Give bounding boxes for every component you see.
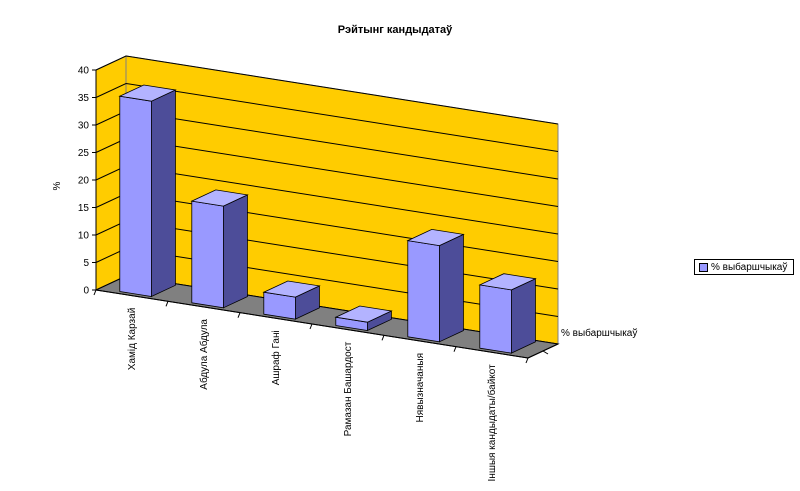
y-tick-label-0: 0 (83, 286, 89, 297)
bar-top-0 (118, 84, 177, 102)
depth-axis-label: % выбаршчыкаў (561, 327, 637, 339)
y-tick-label-6: 30 (78, 121, 90, 132)
bar-side-1 (222, 194, 248, 309)
chart-title: Рэйтынг кандыдатаў (338, 24, 453, 36)
y-tick-label-5: 25 (78, 148, 90, 159)
x-tick-label-3: Рамазан Башардост (343, 341, 354, 436)
bar-3 (334, 305, 393, 332)
x-tick-2 (237, 312, 241, 318)
gridline-7 (95, 82, 559, 152)
bar-front-1 (191, 200, 224, 309)
gridline-8 (95, 55, 559, 125)
x-tick-label-5: Іншыя кандыдаты/байкот (486, 364, 498, 482)
y-tick-label-2: 10 (78, 231, 90, 242)
x-tick-label-2: Ашраф Гані (270, 330, 282, 385)
x-tick-label-1: Абдула Абдула (198, 319, 210, 390)
y-axis-label: % (52, 181, 63, 190)
bar-4 (406, 228, 465, 343)
bar-0 (118, 84, 177, 298)
bar-top-4 (406, 228, 465, 247)
y-tick-label-1: 5 (83, 258, 89, 269)
bar-front-4 (407, 240, 440, 343)
legend-swatch (699, 262, 708, 272)
bar-top-5 (478, 273, 537, 291)
y-tick-label-3: 15 (78, 203, 90, 214)
x-tick-0 (93, 289, 97, 296)
bar-side-0 (150, 89, 176, 298)
x-tick-label-4: Нявызначаныя (415, 353, 426, 422)
bar-side-5 (510, 278, 536, 354)
x-tick-label-0: Хамід Карзай (127, 308, 138, 371)
bar-1 (190, 189, 249, 309)
bar-top-1 (190, 189, 249, 207)
legend-label: % выбаршчыкаў (711, 261, 788, 273)
bar-5 (478, 273, 537, 354)
legend: % выбаршчыкаў (694, 259, 794, 275)
bar-top-3 (334, 305, 393, 323)
x-tick-1 (165, 301, 169, 307)
x-tick-3 (309, 323, 313, 330)
y-axis: 0 5 10 15 20 25 30 35 40 (78, 66, 97, 297)
y-tick-label-7: 35 (78, 93, 90, 104)
bar-2 (262, 280, 321, 320)
x-tick-4 (381, 335, 385, 341)
x-tick-5 (453, 346, 457, 352)
bar-front-5 (479, 284, 512, 354)
x-axis: Хамід Карзай Абдула Абдула Ашраф Гані Рамаз… (93, 289, 559, 482)
bars (118, 84, 537, 354)
y-tick-label-4: 20 (78, 176, 90, 187)
depth-tick (542, 350, 549, 355)
bar-front-0 (119, 95, 152, 297)
x-tick-6 (525, 357, 529, 364)
bar-top-2 (262, 280, 321, 298)
y-tick-label-8: 40 (78, 66, 90, 77)
bar-side-4 (438, 233, 464, 343)
